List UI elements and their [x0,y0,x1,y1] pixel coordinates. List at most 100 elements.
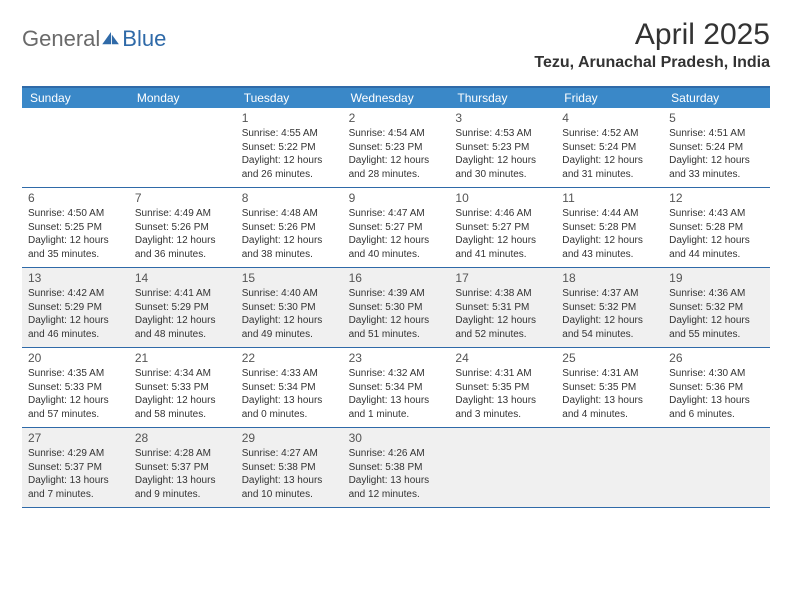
day-header-cell: Monday [129,88,236,108]
header: General Blue April 2025 Tezu, Arunachal … [22,18,770,72]
day-number: 3 [455,111,550,125]
day-number: 27 [28,431,123,445]
logo: General Blue [22,26,166,52]
info-line-day1: Daylight: 12 hours [562,234,657,248]
day-number: 21 [135,351,230,365]
day-number: 23 [349,351,444,365]
info-line-sunset: Sunset: 5:33 PM [28,381,123,395]
day-cell: 26 Sunrise: 4:30 AMSunset: 5:36 PMDayligh… [663,348,770,427]
info-line-day2: and 12 minutes. [349,488,444,502]
info-line-sunset: Sunset: 5:32 PM [669,301,764,315]
info-line-sunset: Sunset: 5:34 PM [349,381,444,395]
day-number: 11 [562,191,657,205]
day-info: Sunrise: 4:43 AMSunset: 5:28 PMDaylight:… [669,207,764,261]
day-number: 6 [28,191,123,205]
day-number: 1 [242,111,337,125]
day-number: 14 [135,271,230,285]
day-info: Sunrise: 4:30 AMSunset: 5:36 PMDaylight:… [669,367,764,421]
info-line-sunset: Sunset: 5:23 PM [349,141,444,155]
info-line-day1: Daylight: 12 hours [135,314,230,328]
info-line-sunrise: Sunrise: 4:43 AM [669,207,764,221]
day-number: 25 [562,351,657,365]
logo-text-general: General [22,26,100,52]
info-line-sunrise: Sunrise: 4:48 AM [242,207,337,221]
day-cell: 8Sunrise: 4:48 AMSunset: 5:26 PMDaylight… [236,188,343,267]
day-cell: 29Sunrise: 4:27 AMSunset: 5:38 PMDayligh… [236,428,343,507]
location: Tezu, Arunachal Pradesh, India [534,54,770,72]
day-cell: 16Sunrise: 4:39 AMSunset: 5:30 PMDayligh… [343,268,450,347]
info-line-day1: Daylight: 12 hours [135,394,230,408]
info-line-sunset: Sunset: 5:26 PM [135,221,230,235]
day-info: Sunrise: 4:49 AMSunset: 5:26 PMDaylight:… [135,207,230,261]
info-line-sunset: Sunset: 5:35 PM [562,381,657,395]
day-info: Sunrise: 4:52 AMSunset: 5:24 PMDaylight:… [562,127,657,181]
info-line-sunrise: Sunrise: 4:31 AM [455,367,550,381]
info-line-day1: Daylight: 13 hours [135,474,230,488]
info-line-day1: Daylight: 13 hours [349,394,444,408]
info-line-day1: Daylight: 13 hours [669,394,764,408]
info-line-sunset: Sunset: 5:23 PM [455,141,550,155]
day-info: Sunrise: 4:37 AMSunset: 5:32 PMDaylight:… [562,287,657,341]
day-number: 4 [562,111,657,125]
day-number: 26 [669,351,764,365]
day-cell: 23Sunrise: 4:32 AMSunset: 5:34 PMDayligh… [343,348,450,427]
day-cell [449,428,556,507]
info-line-day2: and 49 minutes. [242,328,337,342]
day-cell: 24Sunrise: 4:31 AMSunset: 5:35 PMDayligh… [449,348,556,427]
info-line-sunrise: Sunrise: 4:44 AM [562,207,657,221]
info-line-day2: and 10 minutes. [242,488,337,502]
logo-text-blue: Blue [122,26,166,52]
info-line-day1: Daylight: 13 hours [242,394,337,408]
info-line-sunset: Sunset: 5:26 PM [242,221,337,235]
info-line-day2: and 26 minutes. [242,168,337,182]
info-line-day1: Daylight: 12 hours [669,234,764,248]
day-info: Sunrise: 4:54 AMSunset: 5:23 PMDaylight:… [349,127,444,181]
info-line-day1: Daylight: 12 hours [349,314,444,328]
info-line-day1: Daylight: 13 hours [562,394,657,408]
info-line-day2: and 38 minutes. [242,248,337,262]
day-number: 2 [349,111,444,125]
info-line-day2: and 3 minutes. [455,408,550,422]
day-info: Sunrise: 4:36 AMSunset: 5:32 PMDaylight:… [669,287,764,341]
info-line-sunset: Sunset: 5:38 PM [242,461,337,475]
info-line-day1: Daylight: 13 hours [349,474,444,488]
info-line-sunrise: Sunrise: 4:35 AM [28,367,123,381]
info-line-sunrise: Sunrise: 4:28 AM [135,447,230,461]
info-line-sunrise: Sunrise: 4:41 AM [135,287,230,301]
info-line-sunrise: Sunrise: 4:34 AM [135,367,230,381]
info-line-day1: Daylight: 12 hours [28,234,123,248]
info-line-day1: Daylight: 13 hours [455,394,550,408]
day-cell: 13Sunrise: 4:42 AMSunset: 5:29 PMDayligh… [22,268,129,347]
info-line-day2: and 30 minutes. [455,168,550,182]
info-line-day2: and 40 minutes. [349,248,444,262]
day-number: 17 [455,271,550,285]
day-cell: 22Sunrise: 4:33 AMSunset: 5:34 PMDayligh… [236,348,343,427]
info-line-day2: and 57 minutes. [28,408,123,422]
info-line-day2: and 7 minutes. [28,488,123,502]
info-line-sunset: Sunset: 5:32 PM [562,301,657,315]
info-line-day1: Daylight: 12 hours [28,394,123,408]
day-number: 8 [242,191,337,205]
day-cell: 12Sunrise: 4:43 AMSunset: 5:28 PMDayligh… [663,188,770,267]
day-cell: 30Sunrise: 4:26 AMSunset: 5:38 PMDayligh… [343,428,450,507]
week-row: 1Sunrise: 4:55 AMSunset: 5:22 PMDaylight… [22,108,770,188]
day-info: Sunrise: 4:41 AMSunset: 5:29 PMDaylight:… [135,287,230,341]
info-line-sunset: Sunset: 5:27 PM [455,221,550,235]
day-number: 9 [349,191,444,205]
info-line-sunrise: Sunrise: 4:37 AM [562,287,657,301]
info-line-sunset: Sunset: 5:28 PM [562,221,657,235]
info-line-day1: Daylight: 12 hours [242,314,337,328]
day-info: Sunrise: 4:26 AMSunset: 5:38 PMDaylight:… [349,447,444,501]
info-line-sunset: Sunset: 5:35 PM [455,381,550,395]
info-line-day2: and 46 minutes. [28,328,123,342]
info-line-day2: and 0 minutes. [242,408,337,422]
day-info: Sunrise: 4:29 AMSunset: 5:37 PMDaylight:… [28,447,123,501]
day-number: 10 [455,191,550,205]
info-line-sunset: Sunset: 5:30 PM [242,301,337,315]
info-line-day1: Daylight: 12 hours [349,234,444,248]
day-info: Sunrise: 4:38 AMSunset: 5:31 PMDaylight:… [455,287,550,341]
day-info: Sunrise: 4:51 AMSunset: 5:24 PMDaylight:… [669,127,764,181]
day-cell: 20Sunrise: 4:35 AMSunset: 5:33 PMDayligh… [22,348,129,427]
day-info: Sunrise: 4:27 AMSunset: 5:38 PMDaylight:… [242,447,337,501]
info-line-day1: Daylight: 12 hours [28,314,123,328]
